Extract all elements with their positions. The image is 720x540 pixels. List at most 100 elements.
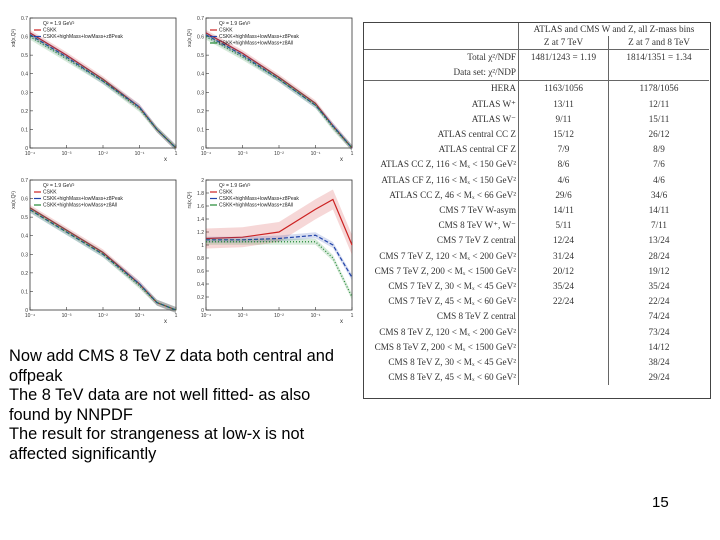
- x-tick-label: 10⁻¹: [135, 151, 145, 157]
- y-tick-label: 2: [201, 178, 204, 184]
- y-tick-label: 0.7: [197, 16, 204, 22]
- table-header-empty: [364, 23, 519, 36]
- table-row: ATLAS CC Z, 46 < Mₓ < 66 GeV² 29/6 34/6: [364, 187, 709, 204]
- x-tick-label: 10⁻³: [62, 151, 72, 157]
- x-tick-label: 10⁻³: [238, 151, 248, 157]
- table-row: CMS 8 TeV Z, 120 < Mₓ < 200 GeV² 73/24: [364, 324, 709, 340]
- x-tick-label: 10⁻¹: [135, 313, 145, 319]
- table-cell-z78: 15/11: [648, 113, 670, 124]
- series-line: [205, 36, 353, 149]
- table-cell-z7: 8/6: [518, 157, 609, 173]
- legend-entry: CSKK: [219, 190, 233, 196]
- x-tick-label: 1: [175, 151, 178, 157]
- table-row-label: CMS 7 TeV Z, 30 < Mₓ < 45 GeV²: [364, 279, 519, 295]
- table-cell-z78: 1814/1351 = 1.34: [626, 52, 692, 62]
- series-line: [29, 209, 177, 311]
- table-cell-z78: 74/24: [648, 311, 670, 322]
- table-row: ATLAS W⁻ 9/11 15/11: [364, 111, 709, 128]
- table-cell-z7: [518, 65, 609, 82]
- body-line-3: The result for strangeness at low-x is n…: [9, 425, 305, 463]
- y-tick-label: 0.2: [197, 295, 204, 301]
- table-summary-row: Total χ²/NDF 1481/1243 = 1.19 1814/1351 = …: [364, 49, 709, 66]
- y-tick-label: 0.4: [21, 234, 28, 240]
- y-tick-label: 0.2: [197, 109, 204, 115]
- y-tick-label: 0.7: [21, 178, 28, 184]
- legend-entry: CSKK: [43, 28, 57, 34]
- table-header-title: ATLAS and CMS W and Z, all Z-mass bins: [533, 24, 695, 34]
- y-tick-label: 0.1: [21, 289, 28, 295]
- table-row: CMS 8 TeV Z, 30 < Mₓ < 45 GeV² 38/24: [364, 355, 709, 371]
- table-cell-z78: 28/24: [648, 250, 670, 261]
- series-line: [29, 36, 177, 149]
- legend-entry: Q² = 1.9 GeV²: [219, 21, 251, 27]
- table-cell-z7: 1481/1243 = 1.19: [518, 49, 609, 66]
- series-line: [206, 234, 353, 278]
- table-cell-z7: 12/24: [518, 233, 609, 249]
- table-row: CMS 7 TeV Z, 120 < Mₓ < 200 GeV² 31/24 28/…: [364, 248, 709, 264]
- legend-entry: Q² = 1.9 GeV²: [43, 183, 75, 189]
- series-band: [206, 33, 352, 151]
- table-row: ATLAS W⁺ 13/11 12/11: [364, 96, 709, 112]
- x-tick-label: 1: [351, 151, 354, 157]
- legend-entry: CSKK+highMass+lowMass+z8Peak: [43, 34, 123, 40]
- legend-entry: CSKK: [219, 28, 233, 34]
- x-tick-label: 10⁻³: [238, 313, 248, 319]
- series-band: [30, 206, 176, 313]
- table-col-z7: Z at 7 TeV: [518, 36, 609, 50]
- table-cell-z7: 4/6: [518, 172, 609, 188]
- fit-results-table: ATLAS and CMS W and Z, all Z-mass bins Z …: [363, 22, 711, 399]
- table-row-label: ATLAS W⁻: [364, 111, 519, 128]
- table-row-label: CMS 7 TeV Z central: [364, 233, 519, 249]
- y-tick-label: 0.6: [197, 35, 204, 41]
- y-tick-label: 0.1: [21, 127, 28, 133]
- table-row: CMS 8 TeV Z, 45 < Mₓ < 60 GeV² 29/24: [364, 370, 709, 386]
- table-row-label: CMS 7 TeV W-asym: [364, 203, 519, 219]
- series-band: [206, 189, 352, 255]
- series-band: [30, 206, 176, 313]
- y-tick-label: 1.4: [197, 217, 204, 223]
- table-row-label: ATLAS CC Z, 46 < Mₓ < 66 GeV²: [364, 187, 519, 204]
- table-subheader-empty: [364, 36, 519, 50]
- legend-entry: CSKK: [43, 190, 57, 196]
- plot-xd: 0.7 0.6 0.5 0.4 0.3 0.2 0.1 0 10⁻⁴ 10⁻³ 10⁻² 10⁻¹ 1 x…: [8, 10, 186, 163]
- table-cell-z7: [518, 355, 609, 371]
- y-tick-label: 0.4: [21, 72, 28, 78]
- series-band: [206, 238, 352, 300]
- table-cell-z7: 20/12: [518, 263, 609, 280]
- table-cell-z7: 1163/1056: [518, 80, 609, 97]
- plot-rs-svg: 2 1.8 1.6 1.4 1.2 1 0.8 0.6 0.4 0.2 010⁻⁴ 10⁻³ 10⁻² 1…: [187, 178, 354, 325]
- table-row-label: ATLAS central CF Z: [364, 142, 519, 158]
- y-tick-label: 0.6: [21, 35, 28, 41]
- legend-entry: Q² = 1.9 GeV²: [43, 21, 75, 27]
- y-tick-label: 0.3: [21, 252, 28, 258]
- x-axis-label: x: [164, 319, 167, 325]
- table-row-label: ATLAS central CC Z: [364, 127, 519, 143]
- legend-entry: CSKK+highMass+lowMass+z8Peak: [219, 34, 299, 40]
- body-line-2: The 8 TeV data are not well fitted- as a…: [9, 386, 311, 424]
- y-tick-label: 0.5: [21, 53, 28, 59]
- table-row: CMS 7 TeV Z central 12/24 13/24: [364, 233, 709, 249]
- table-cell-z7: 5/11: [518, 218, 609, 234]
- legend-entry: Q² = 1.9 GeV²: [219, 183, 251, 189]
- table-row: ATLAS CC Z, 116 < Mₓ < 150 GeV² 8/6 7/6: [364, 157, 709, 173]
- series-line: [206, 241, 353, 298]
- legend-entry: CSKK+highMass+lowMass+z8Peak: [219, 196, 299, 202]
- table-cell-z7: 31/24: [518, 248, 609, 264]
- x-axis-label: x: [340, 319, 343, 325]
- y-tick-label: 0.2: [21, 271, 28, 277]
- table-row-label: CMS 8 TeV W⁺, W⁻: [364, 218, 519, 234]
- table-row-label: CMS 8 TeV Z, 120 < Mₓ < 200 GeV²: [364, 324, 519, 340]
- table-cell-z78: 14/11: [648, 205, 670, 216]
- table-subheader-row: Z at 7 TeV Z at 7 and 8 TeV: [364, 36, 709, 50]
- table-cell-z78: 13/24: [648, 235, 670, 246]
- y-tick-label: 0.2: [21, 109, 28, 115]
- table-cell-z7: 14/11: [518, 203, 609, 219]
- y-axis-label: xu(x,Q²): [187, 29, 193, 47]
- table-row-label: ATLAS CF Z, 116 < Mₓ < 150 GeV²: [364, 172, 519, 188]
- y-tick-label: 1.6: [197, 204, 204, 210]
- table-cell-z78: 7/11: [651, 220, 667, 231]
- series-line: [29, 207, 177, 311]
- legend-entry: CSKK+highMass+lowMass+z8Peak: [43, 196, 123, 202]
- x-tick-label: 1: [351, 313, 354, 319]
- table-row-label: Total χ²/NDF: [364, 49, 519, 66]
